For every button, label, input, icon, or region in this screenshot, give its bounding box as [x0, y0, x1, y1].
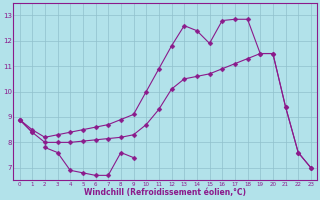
- X-axis label: Windchill (Refroidissement éolien,°C): Windchill (Refroidissement éolien,°C): [84, 188, 246, 197]
